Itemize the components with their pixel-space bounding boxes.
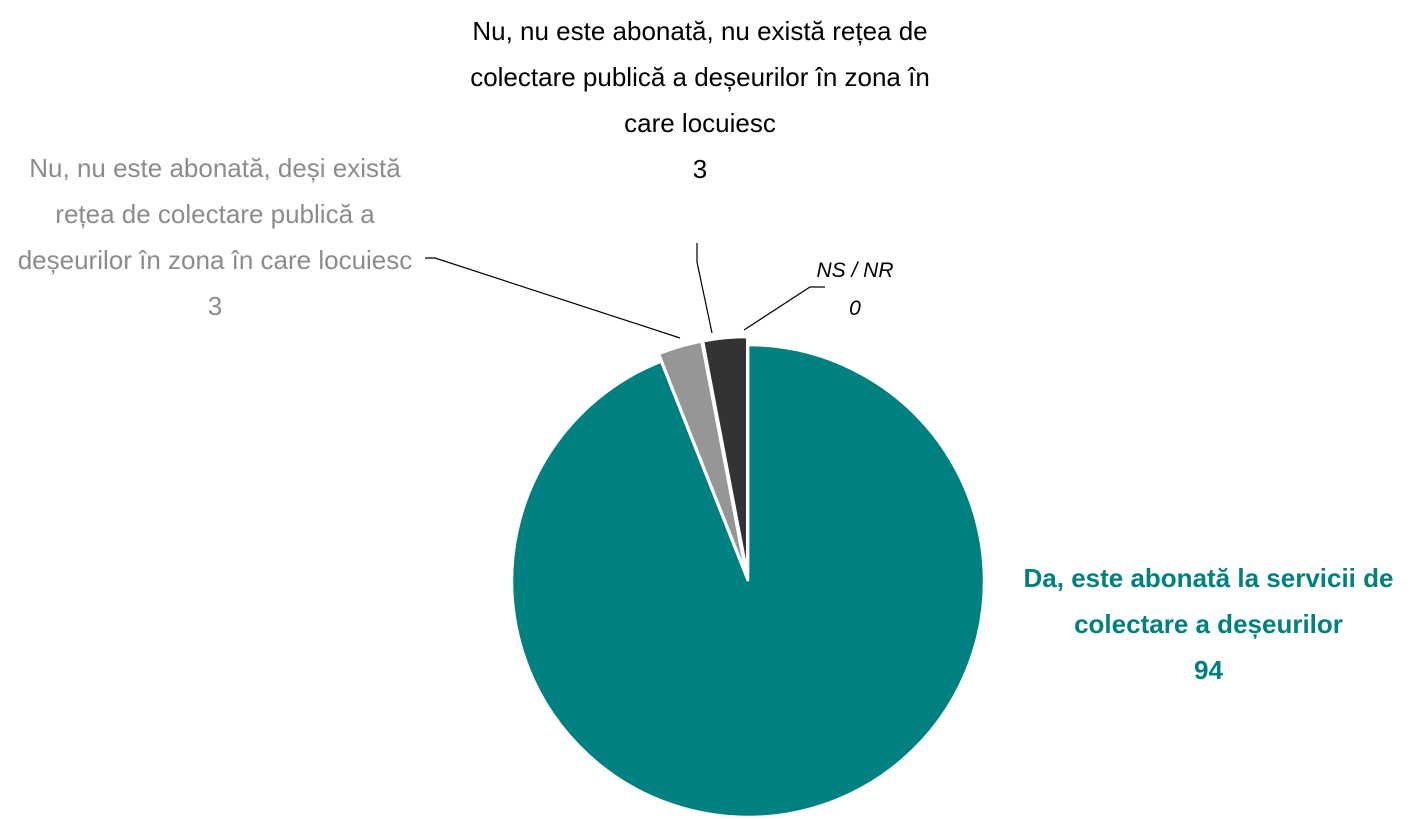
value-label: 0 [849, 297, 861, 320]
value-label: 3 [207, 291, 223, 321]
category-label: Nu, nu este abonată, deși există rețea d… [17, 153, 413, 275]
leader-line [696, 243, 713, 334]
value-label: 94 [1194, 655, 1223, 685]
data-label: Nu, nu este abonată, deși există rețea d… [0, 145, 430, 329]
pie-slice [510, 343, 986, 819]
pie-slice [657, 340, 747, 574]
category-label: NS / NR [816, 259, 894, 282]
data-label: Da, este abonată la servicii de colectar… [1000, 555, 1417, 693]
leader-line [425, 257, 681, 339]
category-label: Da, este abonată la servicii de colectar… [1023, 563, 1394, 639]
category-label: Nu, nu este abonată, nu există rețea de … [470, 16, 930, 138]
leader-line [743, 286, 825, 331]
data-label: NS / NR 0 [800, 252, 910, 328]
leader-lines [425, 243, 825, 339]
data-label: Nu, nu este abonată, nu există rețea de … [470, 8, 930, 192]
value-label: 3 [692, 154, 708, 184]
